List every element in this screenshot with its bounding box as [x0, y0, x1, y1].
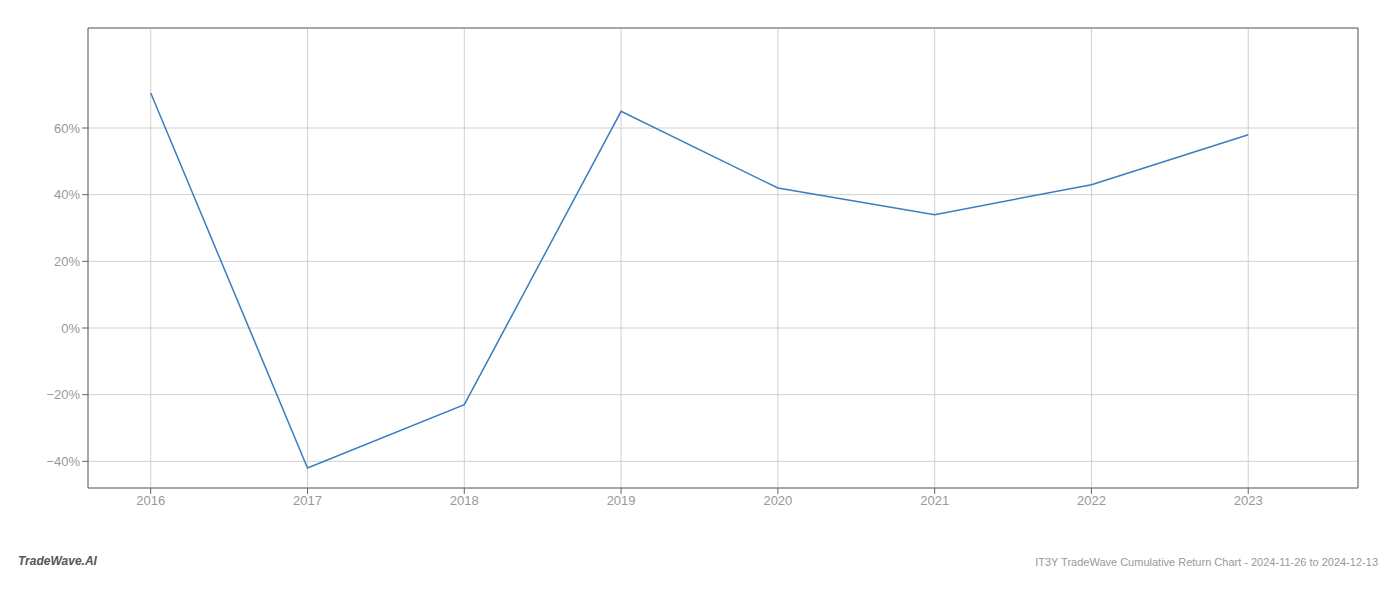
svg-text:2016: 2016: [136, 493, 165, 508]
svg-text:2019: 2019: [607, 493, 636, 508]
svg-text:2023: 2023: [1234, 493, 1263, 508]
svg-text:2018: 2018: [450, 493, 479, 508]
svg-text:2021: 2021: [920, 493, 949, 508]
svg-text:0%: 0%: [61, 321, 80, 336]
html-text:TradeWave.AI: TradeWave.AI: [18, 554, 97, 568]
svg-text:60%: 60%: [54, 121, 80, 136]
svg-text:40%: 40%: [54, 187, 80, 202]
svg-text:−20%: −20%: [46, 387, 80, 402]
svg-text:2017: 2017: [293, 493, 322, 508]
html-text:IT3Y TradeWave Cumulative Retu: IT3Y TradeWave Cumulative Return Chart -…: [1035, 556, 1378, 568]
svg-text:2020: 2020: [763, 493, 792, 508]
svg-text:2022: 2022: [1077, 493, 1106, 508]
svg-text:20%: 20%: [54, 254, 80, 269]
svg-text:−40%: −40%: [46, 454, 80, 469]
